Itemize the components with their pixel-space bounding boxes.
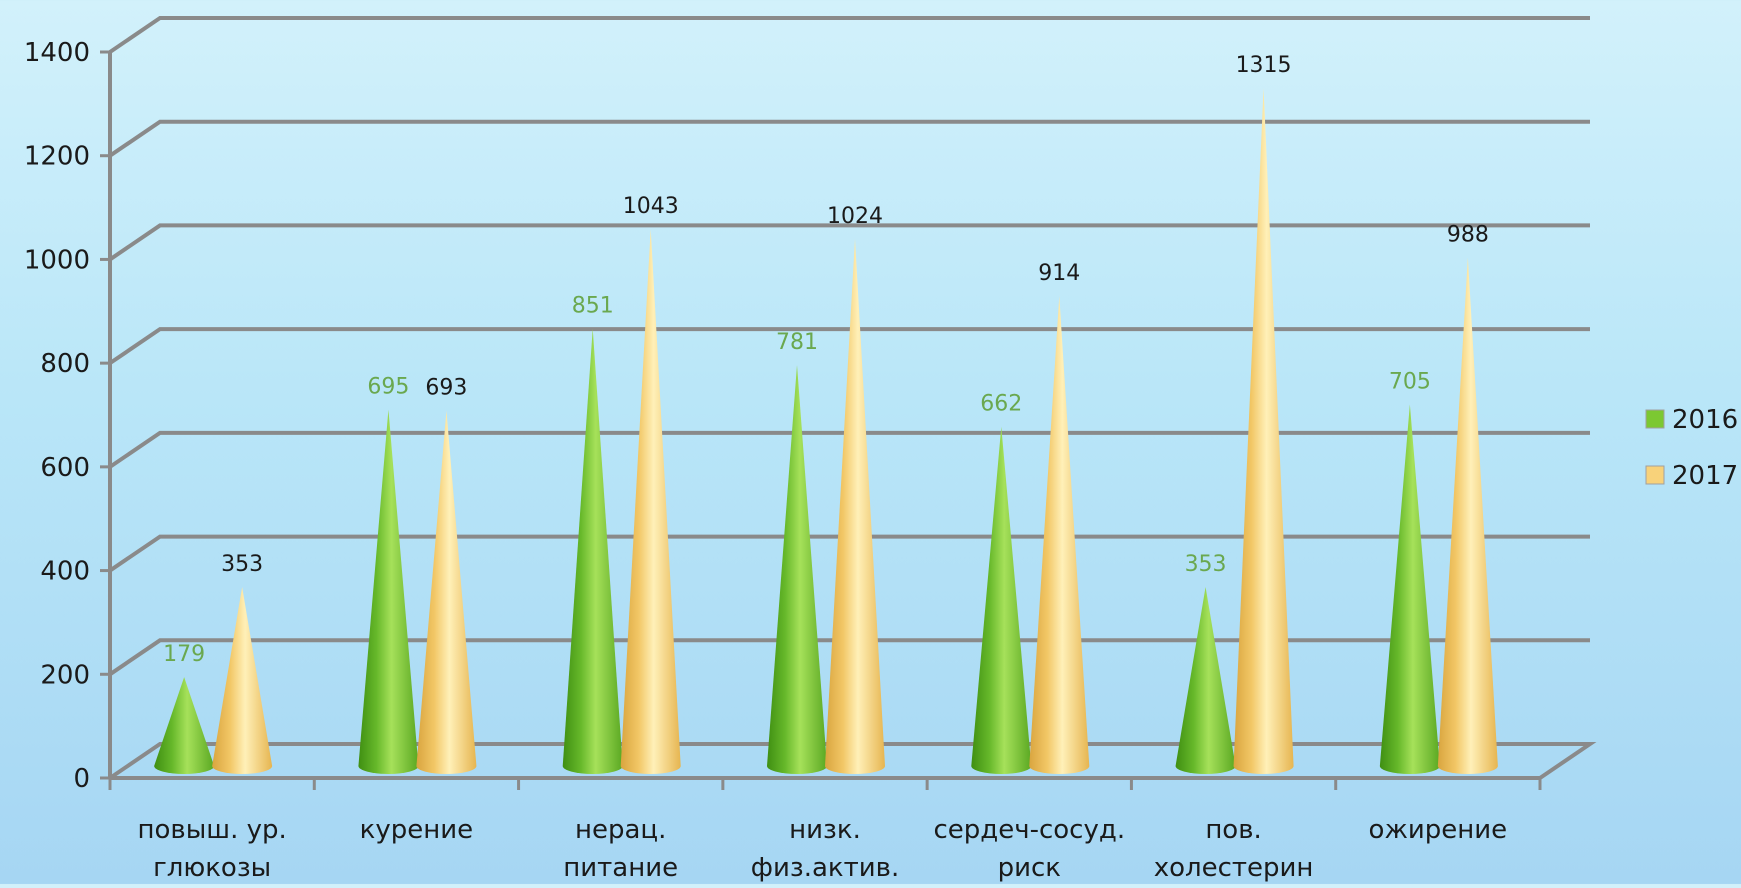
cone-body — [1437, 257, 1498, 774]
category-label: питание — [563, 853, 678, 883]
gridline — [108, 16, 1590, 54]
y-tick-label: 200 — [40, 660, 90, 690]
gridline — [108, 119, 1590, 158]
cone-2017-6 — [1437, 257, 1498, 774]
legend-label: 2017 — [1672, 461, 1738, 491]
category-label: сердеч-сосуд. — [933, 815, 1125, 845]
label-layer: 179 695 851 781 662 353 705 353 693 1043 1024 914 13… — [163, 53, 1489, 667]
cone-body — [1379, 404, 1440, 774]
category-label: низк. — [789, 815, 861, 845]
data-label: 179 — [163, 642, 205, 667]
cone-2017-1 — [416, 410, 477, 774]
cone-body — [1029, 296, 1090, 774]
cone-2016-4 — [971, 426, 1032, 774]
data-label: 781 — [776, 330, 818, 355]
cone-body — [416, 410, 477, 774]
gridline — [108, 223, 1590, 262]
cone-body — [212, 586, 273, 774]
data-label: 662 — [980, 392, 1022, 417]
gridline — [108, 430, 1590, 469]
cone-body — [1175, 586, 1236, 774]
cone-2016-6 — [1379, 404, 1440, 774]
gridline — [108, 638, 1590, 676]
cone-layer — [154, 88, 1498, 775]
data-label: 1043 — [623, 194, 679, 219]
y-tick-label: 1000 — [24, 245, 90, 275]
cone-2016-5 — [1175, 586, 1236, 774]
category-label: нерац. — [575, 815, 666, 845]
data-label: 353 — [221, 552, 263, 577]
cone-2017-2 — [620, 229, 681, 774]
legend-label: 2016 — [1672, 405, 1738, 435]
category-label: курение — [360, 815, 473, 845]
data-label: 705 — [1389, 369, 1431, 394]
cone-body — [971, 426, 1032, 774]
y-tick-label: 1400 — [24, 38, 90, 68]
cone-body — [358, 409, 419, 774]
data-label: 914 — [1038, 261, 1080, 286]
y-tick-label: 800 — [40, 349, 90, 379]
data-label: 988 — [1447, 223, 1489, 248]
cone-body — [767, 364, 827, 774]
cone-2016-0 — [154, 677, 215, 774]
category-label: повыш. ур. — [138, 815, 287, 845]
category-label: пов. — [1205, 815, 1262, 845]
y-tick-label: 400 — [40, 557, 90, 587]
data-label: 1315 — [1236, 53, 1292, 78]
axis-layer: 0 200 400 600 800 1000 1200 1400 повыш. ур. глюко… — [24, 38, 1542, 883]
data-label: 693 — [425, 376, 467, 401]
gridline — [108, 327, 1590, 365]
cone-2017-0 — [212, 586, 273, 774]
category-label: физ.актив. — [751, 853, 899, 883]
y-tick-label: 600 — [40, 453, 90, 483]
category-label: глюкозы — [153, 853, 271, 883]
legend-swatch — [1645, 409, 1665, 429]
data-label: 695 — [367, 375, 409, 400]
legend-layer: 2016 2017 — [1645, 405, 1738, 491]
y-tick-label: 1200 — [24, 142, 90, 172]
cone-body — [1233, 88, 1294, 775]
cone-2017-3 — [825, 238, 885, 775]
cone-body — [825, 238, 885, 775]
category-label: холестерин — [1154, 853, 1314, 883]
grid-layer — [108, 16, 1597, 780]
cone-2016-3 — [767, 364, 827, 774]
cone-2017-4 — [1029, 296, 1090, 774]
cone-2016-1 — [358, 409, 419, 774]
cone-body — [620, 229, 681, 774]
y-tick-label: 0 — [73, 764, 90, 794]
data-label: 851 — [572, 294, 614, 319]
cone-2017-5 — [1233, 88, 1294, 775]
category-label: ожирение — [1369, 815, 1508, 845]
cone-2016-2 — [562, 328, 623, 774]
cone-body — [562, 328, 623, 774]
gridline — [108, 534, 1590, 573]
cone-body — [154, 677, 215, 774]
category-label: риск — [998, 853, 1061, 883]
data-label: 353 — [1185, 552, 1227, 577]
data-label: 1024 — [827, 204, 883, 229]
legend-swatch — [1645, 465, 1665, 485]
